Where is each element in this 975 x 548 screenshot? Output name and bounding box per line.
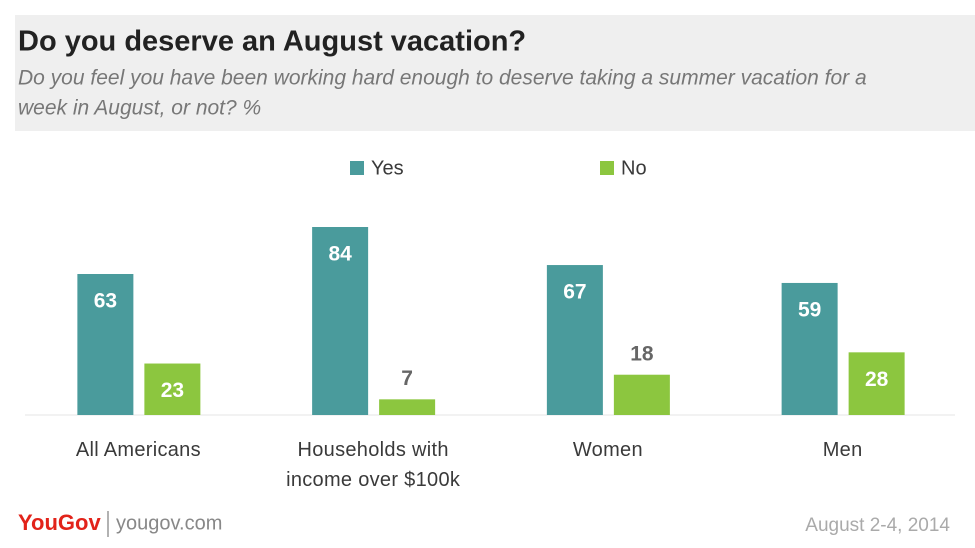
data-label: 84 xyxy=(328,243,352,266)
subtitle-line: week in August, or not? % xyxy=(18,97,261,120)
bar xyxy=(144,363,201,415)
data-label: 18 xyxy=(630,342,654,365)
bar xyxy=(546,265,603,415)
date: August 2-4, 2014 xyxy=(805,515,950,536)
legend-swatch xyxy=(600,161,614,175)
x-tick-label: Men xyxy=(822,439,863,461)
bar xyxy=(848,352,905,415)
bar xyxy=(613,374,670,415)
x-tick-label: Women xyxy=(572,439,643,461)
header-background xyxy=(15,15,975,131)
data-label: 28 xyxy=(865,368,889,391)
data-label: 59 xyxy=(798,298,821,321)
bar xyxy=(781,282,838,415)
brand-logo: YouGov xyxy=(18,510,101,535)
data-label: 7 xyxy=(401,367,413,390)
x-tick-label: All Americans xyxy=(75,439,201,461)
legend-swatch xyxy=(350,161,364,175)
data-label: 63 xyxy=(94,290,117,313)
legend-label: Yes xyxy=(371,157,404,179)
data-label: 23 xyxy=(161,379,184,402)
website: yougov.com xyxy=(116,512,222,534)
subtitle-line: Do you feel you have been working hard e… xyxy=(18,67,867,90)
data-label: 67 xyxy=(563,281,586,304)
legend-label: No xyxy=(621,157,647,179)
x-tick-label: Households with income over $100k xyxy=(286,439,461,491)
chart-title: Do you deserve an August vacation? xyxy=(18,26,526,58)
bar xyxy=(77,274,134,415)
bar xyxy=(312,227,369,415)
bar xyxy=(379,399,436,415)
